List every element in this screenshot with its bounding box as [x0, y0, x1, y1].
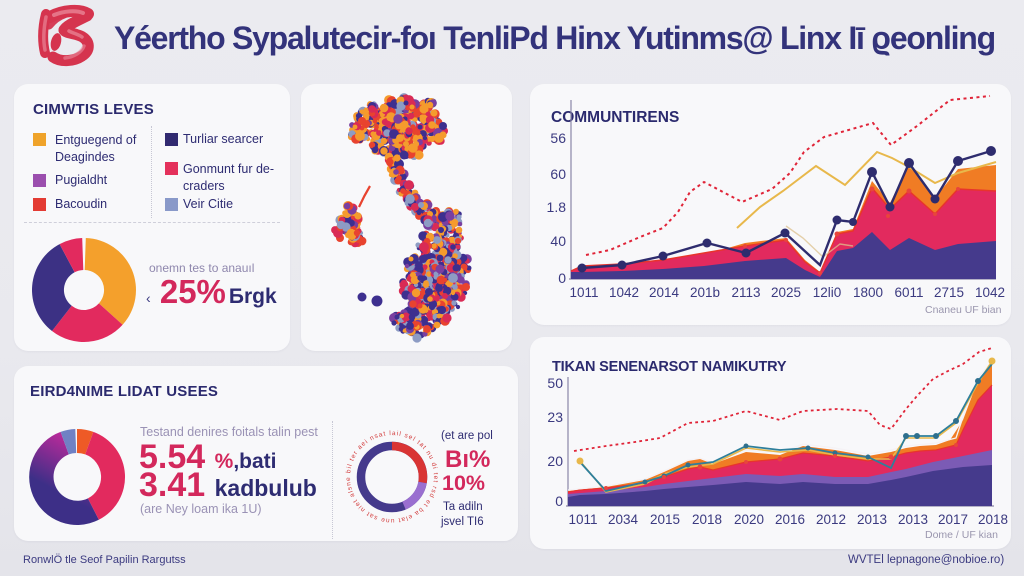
svg-text:201b: 201b [690, 285, 720, 300]
svg-text:1011: 1011 [568, 512, 597, 527]
svg-text:2025: 2025 [771, 285, 801, 300]
svg-text:0: 0 [558, 270, 566, 286]
svg-text:2018: 2018 [978, 512, 1008, 527]
svg-text:2015: 2015 [650, 512, 680, 527]
svg-text:12li0: 12li0 [813, 285, 842, 300]
svg-text:6011: 6011 [894, 285, 923, 300]
svg-text:2034: 2034 [608, 512, 639, 527]
svg-text:Dome / UF kian: Dome / UF kian [925, 529, 998, 541]
svg-text:50: 50 [547, 375, 563, 391]
svg-text:1011: 1011 [569, 285, 598, 300]
svg-text:2013: 2013 [857, 512, 887, 527]
svg-text:Cnaneu UF bian: Cnaneu UF bian [925, 304, 1002, 316]
svg-text:COMMUNTIRENS: COMMUNTIRENS [551, 109, 679, 126]
svg-text:2014: 2014 [649, 285, 680, 300]
svg-text:23: 23 [547, 409, 563, 425]
svg-text:2013: 2013 [898, 512, 928, 527]
svg-text:2016: 2016 [775, 512, 805, 527]
svg-text:60: 60 [550, 166, 566, 182]
svg-text:0: 0 [555, 493, 563, 509]
svg-text:2715: 2715 [934, 285, 964, 300]
svg-text:1800: 1800 [853, 285, 883, 300]
svg-text:20: 20 [547, 453, 563, 469]
svg-text:2113: 2113 [731, 285, 760, 300]
svg-text:2018: 2018 [692, 512, 722, 527]
svg-text:2020: 2020 [734, 512, 764, 527]
svg-text:40: 40 [550, 233, 566, 249]
svg-text:2017: 2017 [938, 512, 968, 527]
svg-text:TIKAN SENENARSOT NAMIKUTRY: TIKAN SENENARSOT NAMIKUTRY [552, 359, 787, 375]
svg-text:1.8: 1.8 [547, 199, 567, 215]
svg-text:1042: 1042 [609, 285, 639, 300]
svg-text:2012: 2012 [816, 512, 846, 527]
svg-text:1042: 1042 [975, 285, 1005, 300]
svg-text:56: 56 [550, 130, 566, 146]
